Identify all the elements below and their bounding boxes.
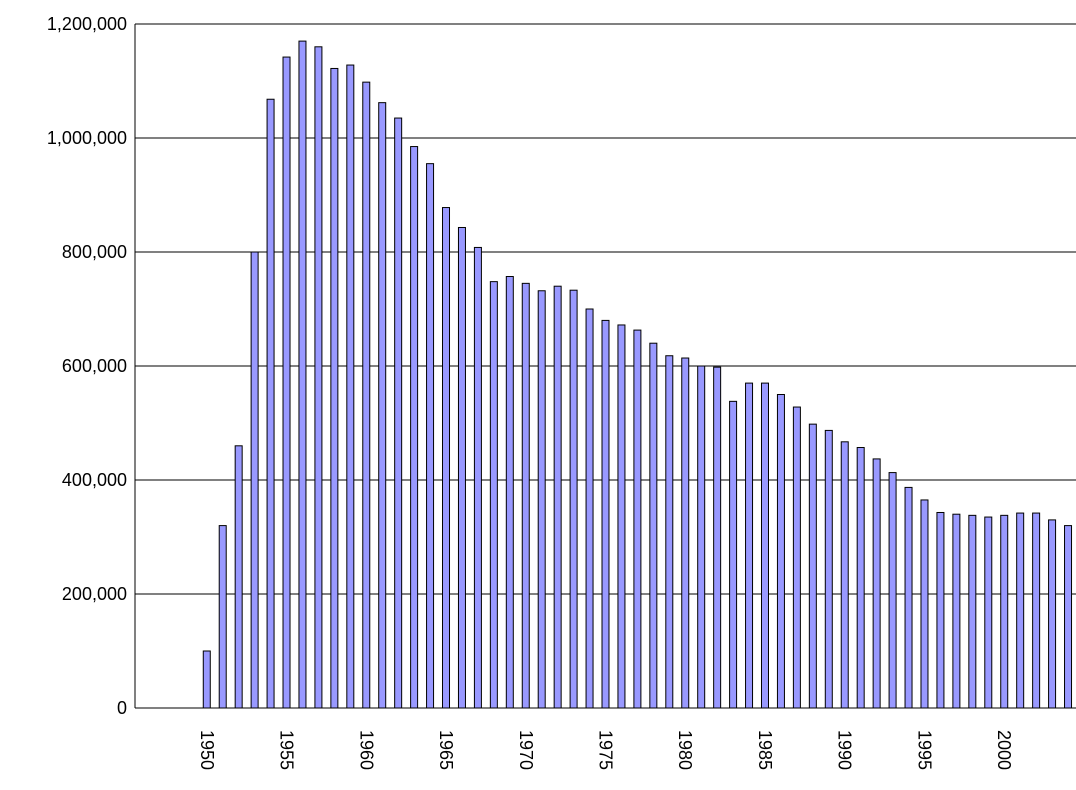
bar	[1032, 512, 1041, 709]
bar	[713, 366, 722, 709]
bar	[760, 382, 769, 709]
bar	[633, 329, 642, 709]
bar	[1016, 512, 1025, 709]
bar	[968, 514, 977, 709]
bar	[330, 67, 339, 709]
y-tick-label: 400,000	[62, 470, 127, 490]
y-tick-label: 1,200,000	[47, 14, 127, 34]
y-tick-label: 1,000,000	[47, 128, 127, 148]
bar	[904, 486, 913, 709]
y-tick-label: 600,000	[62, 356, 127, 376]
bar	[473, 246, 482, 709]
bar	[553, 285, 562, 709]
y-tick-label: 800,000	[62, 242, 127, 262]
bar	[505, 276, 514, 709]
bar	[218, 525, 227, 709]
x-tick-label: 1955	[277, 730, 297, 770]
bar	[824, 429, 833, 709]
x-tick-label: 1990	[835, 730, 855, 770]
y-tick-label: 200,000	[62, 584, 127, 604]
bar	[856, 447, 865, 709]
bar	[665, 355, 674, 709]
x-tick-label: 2000	[994, 730, 1014, 770]
x-tick-label: 1985	[755, 730, 775, 770]
bar	[888, 472, 897, 709]
bar	[585, 308, 594, 709]
bar	[378, 102, 387, 709]
bar	[920, 499, 929, 709]
x-tick-label: 1950	[197, 730, 217, 770]
bar	[314, 46, 323, 709]
bar	[426, 163, 435, 709]
bar	[489, 281, 498, 709]
x-tick-label: 1970	[516, 730, 536, 770]
bar	[776, 394, 785, 709]
bar	[234, 445, 243, 709]
x-tick-label: 1995	[914, 730, 934, 770]
bar	[442, 207, 451, 709]
bar	[1064, 525, 1073, 709]
bar	[346, 64, 355, 709]
bar	[681, 357, 690, 709]
x-tick-label: 1965	[436, 730, 456, 770]
bar	[362, 81, 371, 709]
bar	[984, 516, 993, 709]
x-tick-label: 1975	[596, 730, 616, 770]
bar	[808, 423, 817, 709]
bar	[1048, 519, 1057, 709]
bar	[792, 406, 801, 709]
bar	[617, 324, 626, 709]
bar	[601, 319, 610, 709]
bar	[745, 382, 754, 709]
bar	[298, 40, 307, 709]
bar	[936, 511, 945, 709]
bar	[394, 117, 403, 709]
bar	[266, 98, 275, 709]
bar	[569, 289, 578, 709]
y-tick-label: 0	[117, 698, 127, 718]
bar	[457, 226, 466, 709]
bar	[840, 441, 849, 709]
bar	[202, 650, 211, 709]
bar	[729, 400, 738, 709]
bar	[952, 513, 961, 709]
bar	[697, 365, 706, 709]
bar	[537, 290, 546, 709]
bar	[410, 146, 419, 709]
bar	[1000, 514, 1009, 709]
bar	[282, 56, 291, 709]
x-tick-label: 1960	[356, 730, 376, 770]
bar	[521, 282, 530, 709]
x-tick-label: 1980	[675, 730, 695, 770]
bar	[872, 458, 881, 709]
bar	[250, 251, 259, 709]
bar	[649, 342, 658, 709]
